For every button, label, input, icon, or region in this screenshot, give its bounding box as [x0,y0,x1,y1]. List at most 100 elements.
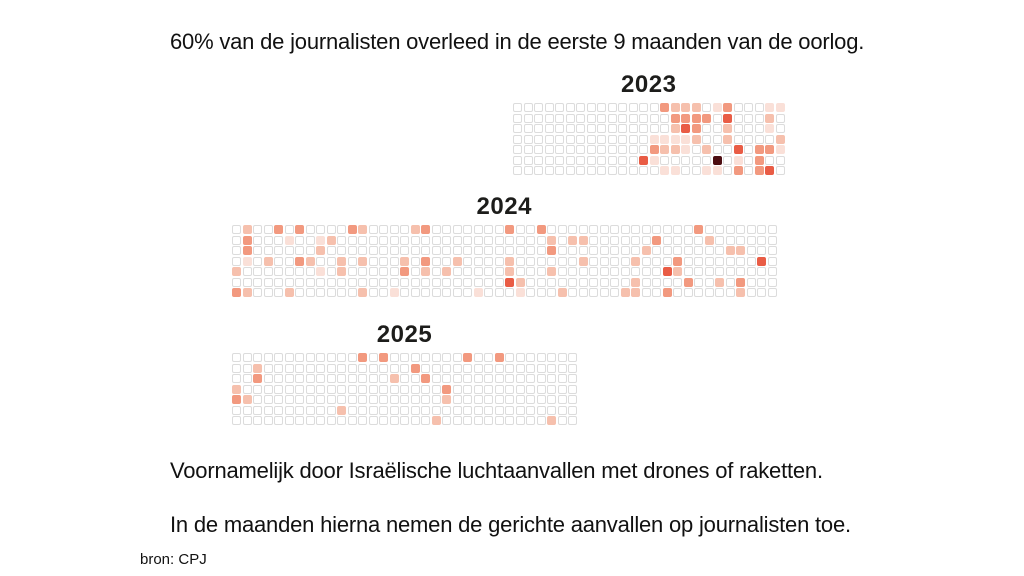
day-cell [368,405,378,415]
day-cell [505,395,514,404]
day-cell [484,277,493,287]
day-cell [641,256,651,266]
day-cell [660,103,669,112]
day-cell [484,235,493,245]
day-cell [253,384,262,394]
day-cell [576,113,585,123]
day-cell [452,363,462,373]
day-cell [736,246,745,255]
day-cell [242,235,252,245]
day-cell [544,134,554,144]
day-cell [316,353,325,362]
day-cell [400,235,409,245]
day-cell [442,353,451,362]
day-cell [389,267,399,276]
day-cell [473,363,483,373]
day-cell [515,235,525,245]
day-cell [681,145,690,154]
day-cell [263,225,273,234]
day-cell [400,384,409,394]
day-cell [607,166,617,175]
day-cell [725,256,735,266]
day-cell [586,145,596,154]
year-label-2024: 2024 [476,193,532,220]
day-cell [715,267,724,276]
day-cell [515,416,525,425]
day-cell [232,353,241,362]
day-cell [670,166,680,175]
day-cell [494,277,504,287]
day-cell [681,166,690,175]
day-cell [641,277,651,287]
day-cell [326,353,336,362]
day-cell [494,235,504,245]
day-cell [589,288,598,297]
day-cell [295,416,304,425]
day-cell [410,277,420,287]
day-cell [526,256,535,266]
day-cell [337,405,346,415]
day-cell [473,256,483,266]
day-cell [463,225,472,234]
day-cell [673,225,682,234]
day-cell [691,124,701,133]
day-cell [620,267,630,276]
day-cell [733,145,743,154]
day-cell [263,416,273,425]
day-cell [347,363,357,373]
day-cell [513,113,522,123]
day-cell [555,166,564,175]
day-cell [379,416,388,425]
day-cell [757,256,766,266]
day-cell [494,395,504,404]
day-cell [505,225,514,234]
day-cell [232,416,241,425]
day-cell [358,235,367,245]
day-cell [515,288,525,297]
day-cell [326,416,336,425]
day-cell [526,225,535,234]
heatmap-block-2024: 2024 [232,193,777,297]
day-cell [505,416,514,425]
day-cell [536,363,546,373]
day-cell [523,103,533,112]
day-cell [452,416,462,425]
day-cell [513,134,522,144]
day-cell [337,384,346,394]
day-cell [536,235,546,245]
day-cell [295,405,304,415]
day-cell [463,405,472,415]
day-cell [639,134,648,144]
day-cell [473,225,483,234]
day-cell [565,155,575,165]
day-cell [253,374,262,383]
day-cell [431,246,441,255]
day-cell [673,267,682,276]
day-cell [534,166,543,175]
day-cell [242,405,252,415]
day-cell [557,277,567,287]
day-cell [347,384,357,394]
day-cell [631,267,640,276]
day-cell [607,134,617,144]
day-cell [631,277,640,287]
day-cell [547,235,556,245]
day-cell [660,113,669,123]
day-cell [515,256,525,266]
day-cell [431,225,441,234]
day-cell [607,155,617,165]
day-cell [746,277,756,287]
day-cell [736,225,745,234]
day-cell [681,134,690,144]
day-cell [744,145,753,154]
day-cell [358,363,367,373]
day-cell [557,235,567,245]
day-cell [589,225,598,234]
day-cell [494,246,504,255]
day-cell [274,267,283,276]
day-cell [316,288,325,297]
day-cell [746,288,756,297]
day-cell [557,267,567,276]
day-cell [242,246,252,255]
day-cell [274,277,283,287]
